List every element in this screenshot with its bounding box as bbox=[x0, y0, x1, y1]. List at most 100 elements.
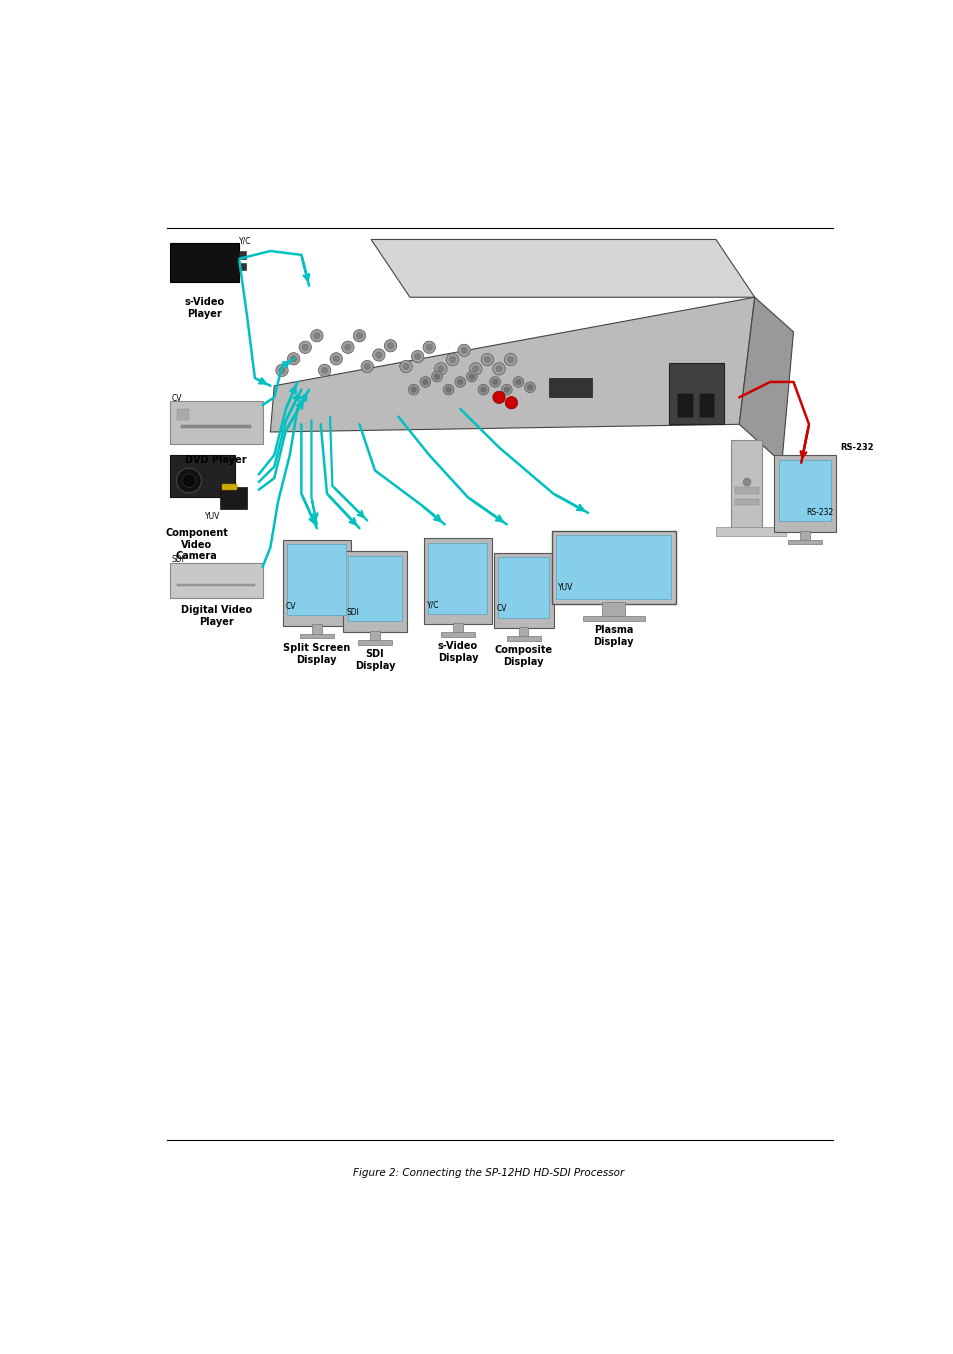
Bar bbox=[170, 455, 235, 497]
Bar bbox=[493, 552, 554, 628]
Text: Composite
Display: Composite Display bbox=[495, 646, 553, 668]
Bar bbox=[800, 531, 809, 542]
Polygon shape bbox=[739, 298, 793, 463]
Bar bbox=[428, 543, 487, 613]
Circle shape bbox=[469, 363, 481, 375]
Circle shape bbox=[516, 379, 520, 385]
Circle shape bbox=[446, 353, 458, 366]
Circle shape bbox=[457, 344, 470, 356]
Circle shape bbox=[278, 367, 285, 374]
Text: SDI: SDI bbox=[172, 555, 185, 563]
Circle shape bbox=[360, 360, 373, 372]
Circle shape bbox=[480, 353, 493, 366]
Bar bbox=[343, 551, 406, 632]
Circle shape bbox=[484, 356, 490, 363]
Circle shape bbox=[527, 385, 532, 390]
Text: SDI
Display: SDI Display bbox=[355, 649, 395, 670]
Bar bbox=[177, 584, 254, 586]
Text: Component
Video
Camera: Component Video Camera bbox=[165, 528, 228, 562]
Bar bbox=[497, 558, 549, 617]
Bar bbox=[348, 556, 402, 621]
Bar bbox=[440, 632, 475, 636]
Circle shape bbox=[419, 376, 431, 387]
Text: RS-232: RS-232 bbox=[840, 443, 873, 452]
Circle shape bbox=[426, 344, 432, 351]
Circle shape bbox=[287, 352, 299, 366]
Circle shape bbox=[455, 376, 465, 387]
Circle shape bbox=[431, 371, 442, 382]
Circle shape bbox=[356, 333, 362, 338]
Bar bbox=[669, 363, 723, 424]
Text: s-Video
Display: s-Video Display bbox=[437, 642, 477, 663]
Text: Y/C: Y/C bbox=[239, 237, 252, 245]
Text: s-Video
Player: s-Video Player bbox=[184, 298, 224, 318]
Circle shape bbox=[411, 387, 416, 393]
Circle shape bbox=[477, 385, 488, 395]
Circle shape bbox=[387, 343, 394, 349]
Circle shape bbox=[422, 379, 428, 385]
Circle shape bbox=[402, 363, 409, 370]
Text: Digital Video
Player: Digital Video Player bbox=[180, 605, 252, 627]
Circle shape bbox=[399, 360, 412, 372]
Circle shape bbox=[513, 376, 523, 387]
Circle shape bbox=[415, 353, 420, 360]
Circle shape bbox=[422, 341, 435, 353]
Bar bbox=[582, 616, 644, 620]
Circle shape bbox=[411, 351, 423, 363]
Text: RS-232: RS-232 bbox=[805, 508, 832, 517]
Circle shape bbox=[434, 374, 439, 379]
Circle shape bbox=[364, 363, 370, 370]
Circle shape bbox=[503, 387, 509, 393]
Text: CV: CV bbox=[286, 601, 296, 611]
Text: DVD Player: DVD Player bbox=[185, 455, 247, 464]
Circle shape bbox=[505, 397, 517, 409]
Circle shape bbox=[330, 352, 342, 366]
Circle shape bbox=[321, 367, 328, 374]
Bar bbox=[518, 627, 528, 638]
Bar bbox=[220, 487, 247, 509]
Circle shape bbox=[341, 341, 354, 353]
Circle shape bbox=[435, 363, 447, 375]
Bar bbox=[735, 500, 758, 505]
Text: YUV: YUV bbox=[558, 584, 573, 592]
Text: YUV: YUV bbox=[204, 512, 219, 520]
Bar bbox=[699, 394, 714, 417]
Circle shape bbox=[472, 366, 478, 372]
Circle shape bbox=[333, 356, 339, 362]
Circle shape bbox=[449, 356, 456, 363]
Bar bbox=[357, 640, 392, 645]
Bar bbox=[778, 460, 831, 521]
Bar bbox=[549, 378, 592, 397]
Bar bbox=[556, 535, 670, 598]
Text: Figure 2: Connecting the SP-12HD HD-SDI Processor: Figure 2: Connecting the SP-12HD HD-SDI … bbox=[353, 1167, 624, 1178]
Circle shape bbox=[524, 382, 535, 393]
Circle shape bbox=[298, 341, 311, 353]
Circle shape bbox=[176, 468, 201, 493]
Bar bbox=[239, 263, 245, 271]
Bar bbox=[239, 250, 245, 259]
Circle shape bbox=[375, 352, 381, 357]
Circle shape bbox=[311, 329, 323, 343]
Bar bbox=[551, 531, 675, 604]
Circle shape bbox=[457, 379, 462, 385]
Circle shape bbox=[500, 385, 512, 395]
Bar bbox=[677, 394, 692, 417]
Circle shape bbox=[408, 385, 418, 395]
Circle shape bbox=[493, 391, 505, 403]
Bar bbox=[170, 563, 262, 597]
Circle shape bbox=[742, 478, 750, 486]
Bar bbox=[282, 540, 351, 626]
Bar bbox=[370, 631, 379, 642]
Text: Y/C: Y/C bbox=[427, 600, 439, 609]
Circle shape bbox=[493, 363, 505, 375]
Bar bbox=[601, 603, 624, 617]
Circle shape bbox=[507, 356, 513, 363]
Circle shape bbox=[318, 364, 331, 376]
Circle shape bbox=[384, 340, 396, 352]
Bar bbox=[453, 623, 462, 634]
Bar bbox=[170, 401, 262, 444]
Bar bbox=[773, 455, 835, 532]
Circle shape bbox=[492, 379, 497, 385]
Circle shape bbox=[489, 376, 500, 387]
Bar bbox=[423, 539, 492, 624]
